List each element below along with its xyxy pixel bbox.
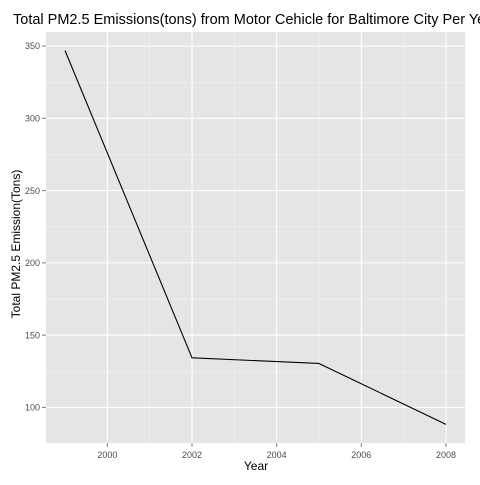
y-tick-label: 300 [25, 114, 40, 124]
x-axis-ticks: 2000 2002 2004 2006 2008 [97, 443, 456, 460]
grid-major [46, 32, 465, 443]
y-tick-label: 150 [25, 330, 40, 340]
y-tick-label: 350 [25, 41, 40, 51]
x-tick-label: 2006 [351, 450, 371, 460]
x-tick-label: 2004 [267, 450, 287, 460]
series-line [64, 50, 447, 425]
x-tick-label: 2000 [97, 450, 117, 460]
y-axis-title: Total PM2.5 Emission(Tons) [9, 170, 23, 319]
series-layer [64, 50, 447, 425]
plot-panel [46, 32, 465, 443]
y-tick-label: 200 [25, 258, 40, 268]
chart-title: Total PM2.5 Emissions(tons) from Motor C… [13, 12, 480, 28]
x-tick-label: 2002 [182, 450, 202, 460]
y-tick-label: 100 [25, 403, 40, 413]
y-axis-ticks: 100 150 200 250 300 350 [25, 41, 46, 413]
y-tick-label: 250 [25, 186, 40, 196]
grid-minor [46, 32, 465, 443]
x-tick-label: 2008 [436, 450, 456, 460]
x-axis-title: Year [244, 459, 268, 473]
